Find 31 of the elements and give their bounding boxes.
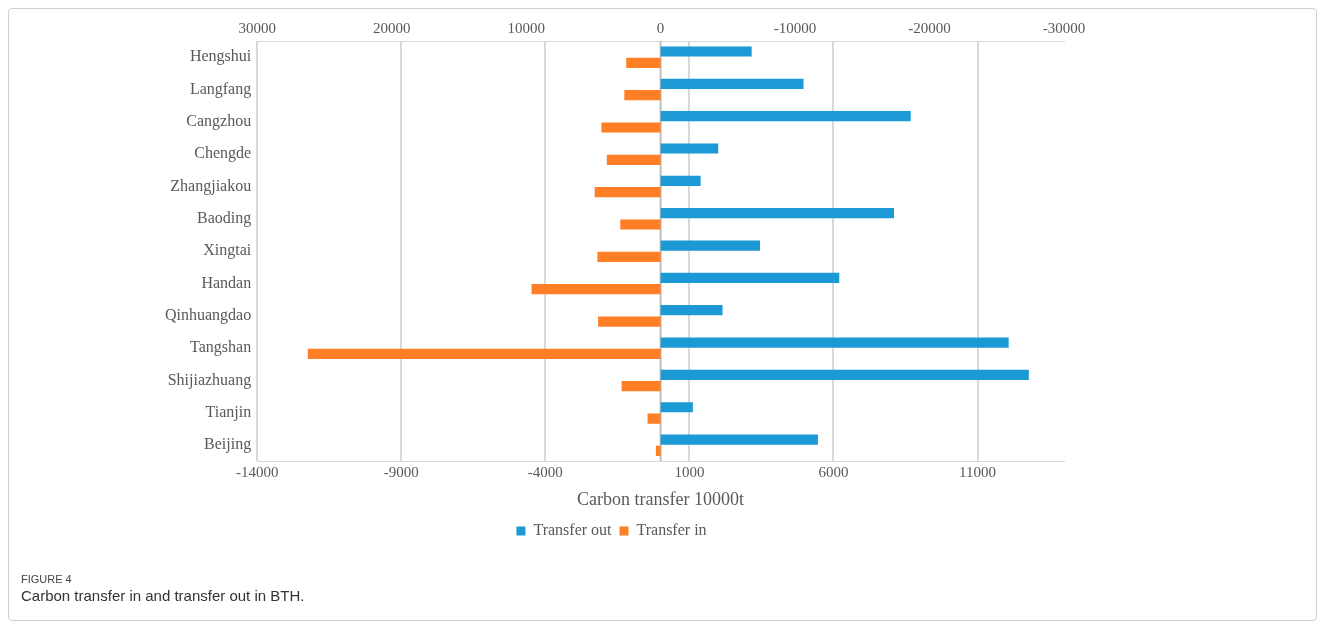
x2-tick-label: -20000	[908, 19, 951, 36]
x-tick-label: -14000	[235, 464, 279, 481]
x2-tick-label: -30000	[1042, 19, 1086, 36]
y-tick-label: Hengshui	[189, 47, 252, 66]
y-tick-label: Cangzhou	[186, 112, 252, 131]
x-tick-label: 6000	[818, 464, 849, 481]
y-tick-label: Baoding	[196, 209, 252, 228]
x-tick-label: 1000	[674, 464, 705, 481]
y-tick-label: Zhangjiakou	[170, 176, 252, 195]
x-axis-title: Carbon transfer 10000t	[577, 488, 745, 509]
x-tick-label: -9000	[383, 464, 419, 481]
x-tick-label: -4000	[527, 464, 563, 481]
text: Carbon transfer in and transfer out in BTH.	[21, 587, 306, 604]
x2-tick-label: 20000	[372, 19, 411, 36]
y-tick-label: Langfang	[189, 79, 252, 98]
caption: FIGURE 4	[21, 573, 73, 585]
y-tick-label: Shijiazhuang	[167, 370, 252, 389]
y-tick-label: Xingtai	[203, 241, 252, 260]
y-tick-label: Beijing	[204, 435, 252, 454]
y-tick-label: Qinhuangdao	[165, 306, 252, 325]
legend-label: Transfer in	[636, 521, 707, 539]
y-tick-label: Tianjin	[205, 403, 252, 422]
x2-tick-label: 10000	[507, 19, 545, 36]
y-tick-label: Tangshan	[190, 338, 252, 357]
y-tick-label: Handan	[201, 273, 252, 291]
x2-tick-label: 0	[656, 19, 665, 36]
y-tick-label: Chengde	[194, 144, 252, 163]
x2-tick-label: 30000	[238, 19, 276, 36]
legend-label: Transfer out	[533, 521, 613, 539]
x2-tick-label: -10000	[773, 19, 817, 36]
x-tick-label: 11000	[959, 464, 997, 481]
